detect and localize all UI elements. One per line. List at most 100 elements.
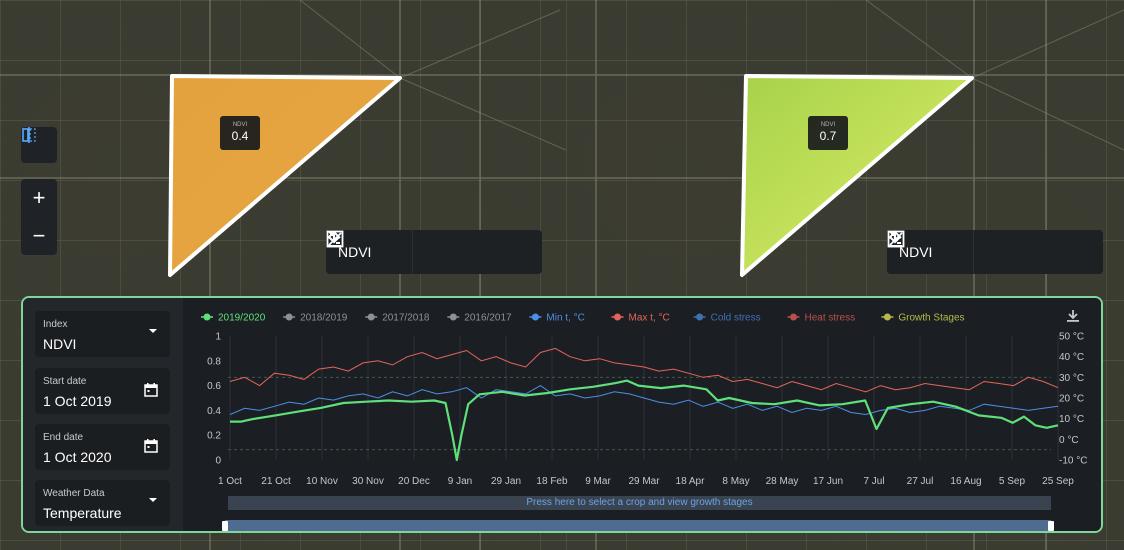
y-tick-label: 0 (215, 456, 221, 467)
legend-item[interactable]: Heat stress (787, 313, 856, 324)
x-axis: 1 Oct 21 Oct 10 Nov 30 Nov 20 Dec 9 Jan 29 Jan… (218, 476, 1074, 487)
legend-dot (285, 313, 293, 321)
legend-dot (367, 313, 375, 321)
y-axis-right: 50 °C 40 °C 30 °C 20 °C 10 °C 0 °C -10 °C (1059, 332, 1087, 467)
end-date-label: End date (43, 432, 84, 443)
legend-item[interactable]: 2016/2017 (447, 313, 512, 324)
layer-toolbar-right: NDVI (887, 230, 1103, 274)
legend-dot (203, 313, 211, 321)
chart-legend: 2019/2020 2018/2019 2017/2018 2016/2017 Min … (201, 313, 965, 324)
legend-dot (449, 313, 457, 321)
legend-item[interactable]: 2017/2018 (365, 313, 430, 324)
legend-label: 2019/2020 (218, 313, 266, 324)
legend-label: Cold stress (711, 313, 761, 324)
y-tick-label: 0.8 (207, 356, 221, 367)
weather-data-select[interactable]: Weather Data Temperature (35, 480, 170, 526)
plus-icon: + (32, 185, 46, 210)
legend-item[interactable]: 2018/2019 (283, 313, 348, 324)
date-range-slider[interactable] (222, 520, 1054, 531)
legend-item[interactable]: Growth Stages (881, 313, 965, 324)
y-tick-label-right: 10 °C (1059, 414, 1084, 425)
start-date-label: Start date (43, 376, 87, 387)
ndvi-badge-left: NDVI 0.4 (220, 116, 260, 150)
image-edit-button[interactable] (887, 230, 1014, 274)
legend-label: 2017/2018 (382, 313, 430, 324)
end-date-field[interactable]: End date 1 Oct 2020 (35, 424, 170, 470)
series-line-ndvi-2019-2020 (230, 379, 1059, 462)
y-tick-label: 0.4 (207, 406, 221, 417)
legend-label: Min t, °C (546, 313, 584, 324)
x-tick-label: 7 Jul (863, 476, 884, 487)
legend-dot (696, 313, 704, 321)
legend-item[interactable]: Cold stress (693, 313, 761, 324)
toolbar-divider (412, 230, 413, 274)
legend-dot (883, 313, 891, 321)
y-tick-label-right: 50 °C (1059, 332, 1084, 343)
crop-select-bar[interactable]: Press here to select a crop and view gro… (228, 496, 1051, 510)
download-button[interactable] (327, 230, 493, 274)
compare-split-icon (22, 127, 36, 143)
y-tick-label-right: 40 °C (1059, 352, 1084, 363)
legend-dot (790, 313, 797, 321)
index-select-label: Index (43, 319, 68, 330)
zoom-in-button[interactable]: + (21, 179, 57, 217)
layer-select-value: NDVI (338, 244, 372, 260)
x-tick-label: 5 Sep (999, 476, 1026, 487)
legend-item[interactable]: 2019/2020 (201, 313, 266, 324)
x-tick-label: 9 Jan (448, 476, 472, 487)
legend-item[interactable]: Min t, °C (529, 313, 585, 324)
y-tick-label: 0.2 (207, 431, 221, 442)
download-icon[interactable] (1066, 309, 1080, 323)
legend-dot (614, 313, 621, 321)
range-handle-start[interactable] (222, 521, 228, 531)
compare-button[interactable] (21, 127, 57, 163)
legend-dot (531, 313, 539, 321)
legend-label: Growth Stages (898, 313, 964, 324)
chart-area: 2019/2020 2018/2019 2017/2018 2016/2017 Min … (183, 298, 1101, 531)
x-tick-label: 10 Nov (306, 476, 338, 487)
range-handle-end[interactable] (1048, 521, 1054, 531)
legend-label: 2018/2019 (300, 313, 348, 324)
y-tick-label: 1 (215, 332, 221, 343)
chevron-up-icon (888, 230, 902, 239)
x-tick-label: 29 Mar (628, 476, 660, 487)
x-tick-label: 30 Nov (352, 476, 384, 487)
x-tick-label: 20 Dec (398, 476, 430, 487)
ndvi-badge-value: 0.4 (231, 129, 249, 143)
image-edit-button[interactable] (326, 230, 453, 274)
zoom-controls: + − (21, 179, 57, 255)
zoom-out-button[interactable]: − (21, 217, 57, 255)
calendar-icon[interactable] (144, 439, 158, 453)
y-tick-label-right: -10 °C (1059, 456, 1087, 467)
y-tick-label-right: 0 °C (1059, 435, 1079, 446)
chevron-down-icon (149, 329, 157, 333)
x-tick-label: 21 Oct (261, 476, 291, 487)
analytics-panel: Index NDVI Start date 1 Oct 2019 End dat… (21, 296, 1103, 533)
x-tick-label: 1 Oct (218, 476, 242, 487)
calendar-icon[interactable] (144, 383, 158, 397)
weather-data-value: Temperature (43, 505, 122, 521)
legend-item[interactable]: Max t, °C (611, 313, 670, 324)
collapse-button[interactable] (888, 230, 1094, 274)
layer-toolbar-left: NDVI (326, 230, 542, 274)
start-date-value: 1 Oct 2019 (43, 393, 112, 409)
index-select[interactable]: Index NDVI (35, 311, 170, 357)
x-tick-label: 16 Aug (950, 476, 981, 487)
legend-label: 2016/2017 (464, 313, 512, 324)
map-left[interactable]: NDVI 0.4 + − NDVI (0, 0, 566, 550)
x-tick-label: 18 Apr (676, 476, 706, 487)
panel-sidebar: Index NDVI Start date 1 Oct 2019 End dat… (23, 298, 183, 531)
x-tick-label: 27 Jul (907, 476, 934, 487)
y-tick-label: 0.6 (207, 381, 221, 392)
x-tick-label: 28 May (766, 476, 799, 487)
chevron-up-icon (327, 230, 341, 239)
ndvi-badge-value: 0.7 (819, 129, 837, 143)
start-date-field[interactable]: Start date 1 Oct 2019 (35, 368, 170, 414)
x-tick-label: 25 Sep (1042, 476, 1074, 487)
chevron-down-icon (149, 498, 157, 502)
collapse-button[interactable] (327, 230, 533, 274)
download-button[interactable] (888, 230, 1054, 274)
y-tick-label-right: 20 °C (1059, 394, 1084, 405)
toolbar-divider (973, 230, 974, 274)
